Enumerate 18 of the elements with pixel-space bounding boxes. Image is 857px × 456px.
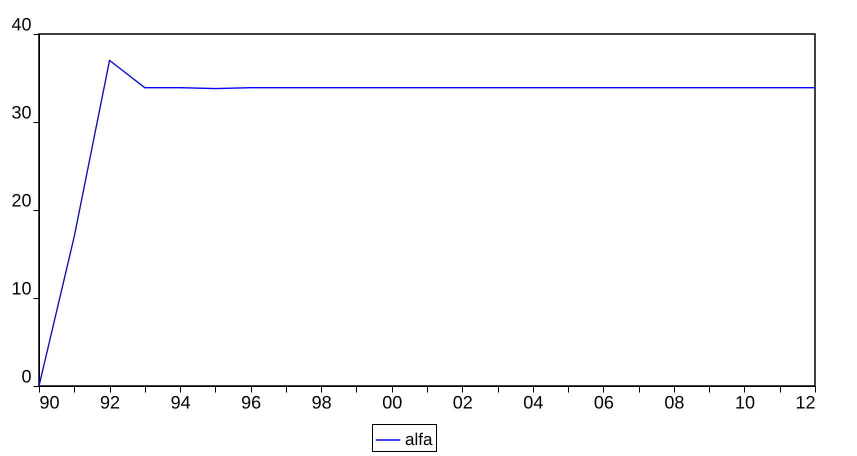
x-tick-label: 98: [312, 392, 332, 412]
y-tick-label: 40: [11, 14, 32, 34]
x-tick-label: 92: [100, 392, 120, 412]
x-tick-label: 10: [734, 392, 755, 412]
x-tick-label: 96: [241, 392, 262, 412]
y-tick-label: 20: [11, 190, 32, 210]
y-tick-label: 30: [11, 102, 32, 122]
legend-label: alfa: [405, 430, 433, 449]
x-tick-label: 90: [40, 392, 60, 412]
x-tick-label: 04: [523, 392, 544, 412]
x-tick-label: 94: [170, 392, 191, 412]
x-tick-label: 08: [664, 392, 684, 412]
x-tick-label: 06: [594, 392, 614, 412]
x-tick-label: 00: [382, 392, 402, 412]
y-tick-label: 10: [11, 278, 32, 298]
x-tick-label: 02: [452, 392, 473, 412]
x-tick-label: 12: [795, 392, 816, 412]
y-tick-label: 0: [21, 366, 32, 386]
